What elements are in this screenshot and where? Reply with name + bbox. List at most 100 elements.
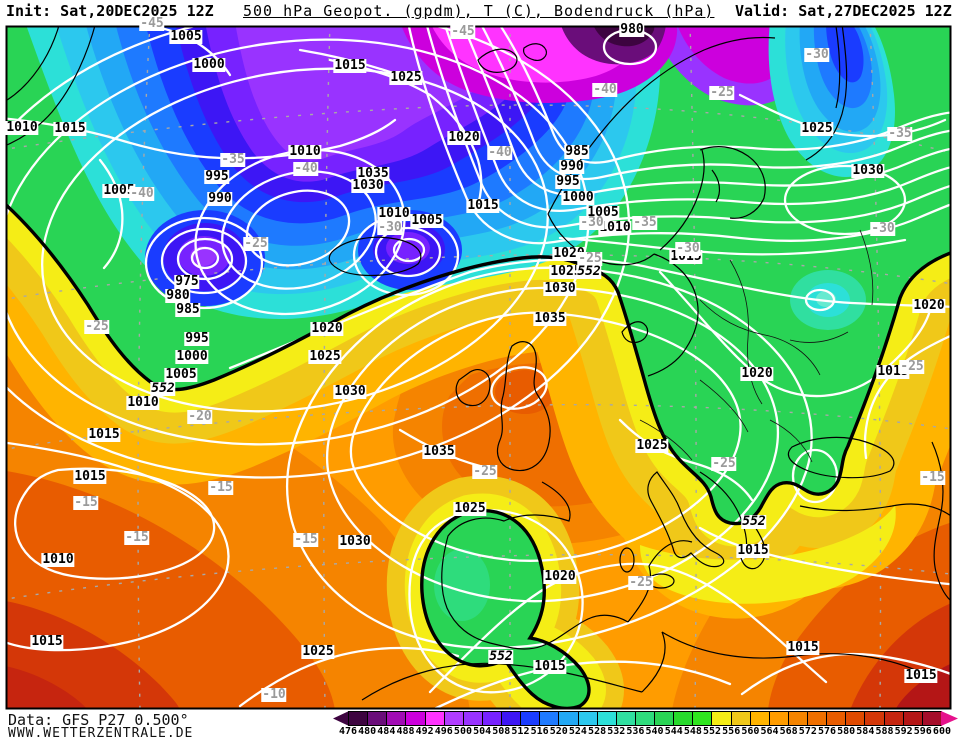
pressure-label: 1025 <box>301 644 335 659</box>
pressure-label: 1020 <box>912 298 946 313</box>
pressure-label: 1015 <box>30 634 64 649</box>
colorbar-cell <box>712 712 732 725</box>
colorbar-cell <box>463 712 483 725</box>
colorbar-cell <box>731 712 751 725</box>
colorbar-cell <box>578 712 598 725</box>
country-borders <box>639 229 874 463</box>
pressure-label: 1030 <box>543 281 577 296</box>
pressure-label: 1015 <box>73 469 107 484</box>
thickness-552-label: 552 <box>150 381 176 396</box>
colorbar-value: 512 <box>511 726 530 737</box>
temperature-label: -35 <box>632 215 658 230</box>
pressure-label: 1010 <box>126 395 160 410</box>
pressure-label: 1025 <box>800 121 834 136</box>
pressure-label: 1000 <box>192 57 226 72</box>
temperature-label: -25 <box>84 319 110 334</box>
pressure-label: 980 <box>165 288 191 303</box>
pressure-label: 1025 <box>389 70 423 85</box>
colorbar-cell <box>674 712 694 725</box>
temperature-label: -30 <box>675 241 701 256</box>
map-frame <box>5 25 952 710</box>
colorbar-cell <box>827 712 847 725</box>
colorbar-cell <box>540 712 560 725</box>
temperature-label: -25 <box>243 236 269 251</box>
colorbar-value: 536 <box>626 726 645 737</box>
temperature-label: -30 <box>579 215 605 230</box>
colorbar-value: 540 <box>645 726 664 737</box>
map-title: 500 hPa Geopot. (gpdm), T (C), Bodendruc… <box>243 2 715 20</box>
colorbar-value: 532 <box>607 726 626 737</box>
colorbar-cell <box>616 712 636 725</box>
pressure-label: 1025 <box>308 349 342 364</box>
colorbar-value: 508 <box>492 726 511 737</box>
colorbar-value: 476 <box>338 726 358 737</box>
colorbar-value: 596 <box>913 726 932 737</box>
temperature-label: -25 <box>472 464 498 479</box>
colorbar-cell <box>368 712 388 725</box>
colorbar-cell <box>349 712 369 725</box>
colorbar-value: 564 <box>760 726 779 737</box>
pressure-label: 1025 <box>453 501 487 516</box>
temperature-label: -25 <box>577 251 603 266</box>
colorbar-value: 592 <box>894 726 913 737</box>
colorbar-value: 496 <box>434 726 453 737</box>
temperature-label: -40 <box>592 82 618 97</box>
pressure-label: 1005 <box>169 29 203 44</box>
pressure-label: 1005 <box>102 183 136 198</box>
pressure-label: 1030 <box>351 178 385 193</box>
temperature-label: -30 <box>377 220 403 235</box>
pressure-label: 1030 <box>338 534 372 549</box>
temperature-label: -15 <box>208 480 234 495</box>
colorbar-value: 524 <box>568 726 587 737</box>
pressure-label: 975 <box>174 274 200 289</box>
pressure-label: 1030 <box>851 163 885 178</box>
colorbar-cell <box>559 712 579 725</box>
colorbar-value: 484 <box>377 726 396 737</box>
temperature-label: -15 <box>293 532 319 547</box>
pressure-label: 1015 <box>87 427 121 442</box>
pressure-label: 1000 <box>561 190 595 205</box>
pressure-label: 1025 <box>635 438 669 453</box>
colorbar-cells <box>348 711 942 726</box>
colorbar-cell <box>502 712 522 725</box>
pressure-label: 1035 <box>356 166 390 181</box>
colorbar-right-arrow-icon <box>941 711 958 726</box>
colorbar-cell <box>635 712 655 725</box>
temperature-label: -20 <box>187 409 213 424</box>
colorbar-value: 492 <box>415 726 434 737</box>
pressure-label: 1010 <box>598 220 632 235</box>
colorbar-cell <box>693 712 713 725</box>
temperature-label: -15 <box>73 495 99 510</box>
temperature-label: -25 <box>709 85 735 100</box>
pressure-label: 1025 <box>549 264 583 279</box>
colorbar-value: 560 <box>741 726 760 737</box>
temperature-label: -35 <box>887 126 913 141</box>
temperature-label: -15 <box>920 470 946 485</box>
pressure-label: 995 <box>184 331 210 346</box>
colorbar-value: 576 <box>817 726 837 737</box>
pressure-label: 1035 <box>422 444 456 459</box>
pressure-label: 1030 <box>333 384 367 399</box>
pressure-label: 995 <box>555 174 581 189</box>
pressure-label: 1015 <box>333 58 367 73</box>
colorbar-scale-labels: 476 480 484 488 492 496 500 504 508 512 516 520 524 5… <box>333 726 959 740</box>
temperature-label: -35 <box>220 152 246 167</box>
init-time: Init: Sat,20DEC2025 12Z <box>6 2 214 20</box>
website-line: WWW.WETTERZENTRALE.DE <box>8 726 194 741</box>
pressure-label: 980 <box>619 22 645 37</box>
temperature-label: -30 <box>870 221 896 236</box>
isobars <box>0 22 959 710</box>
colorbar-cell <box>406 712 426 725</box>
colorbar-cell <box>846 712 866 725</box>
colorbar-value: 552 <box>703 726 722 737</box>
pressure-label: 1015 <box>904 668 938 683</box>
pressure-label: 1010 <box>288 144 322 159</box>
pressure-label: 1005 <box>164 367 198 382</box>
colorbar-value: 480 <box>358 726 377 737</box>
geopotential-colorbar <box>333 711 959 727</box>
colorbar-cell <box>903 712 923 725</box>
colorbar-cell <box>750 712 770 725</box>
pressure-label: 1015 <box>736 543 770 558</box>
pressure-label: 1015 <box>466 198 500 213</box>
colorbar-cell <box>884 712 904 725</box>
